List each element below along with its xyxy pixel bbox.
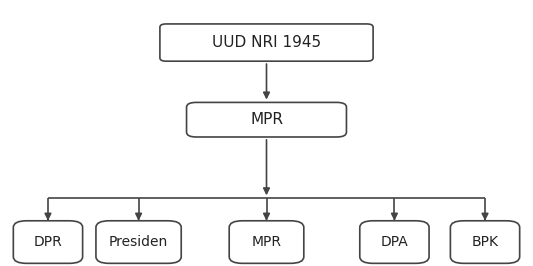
FancyBboxPatch shape bbox=[160, 24, 373, 61]
Text: MPR: MPR bbox=[252, 235, 281, 249]
FancyBboxPatch shape bbox=[360, 221, 429, 263]
FancyBboxPatch shape bbox=[450, 221, 520, 263]
FancyBboxPatch shape bbox=[96, 221, 181, 263]
Text: UUD NRI 1945: UUD NRI 1945 bbox=[212, 35, 321, 50]
Text: Presiden: Presiden bbox=[109, 235, 168, 249]
Text: MPR: MPR bbox=[250, 112, 283, 127]
FancyBboxPatch shape bbox=[187, 102, 346, 137]
FancyBboxPatch shape bbox=[229, 221, 304, 263]
FancyBboxPatch shape bbox=[13, 221, 83, 263]
Text: BPK: BPK bbox=[472, 235, 498, 249]
Text: DPR: DPR bbox=[34, 235, 62, 249]
Text: DPA: DPA bbox=[381, 235, 408, 249]
